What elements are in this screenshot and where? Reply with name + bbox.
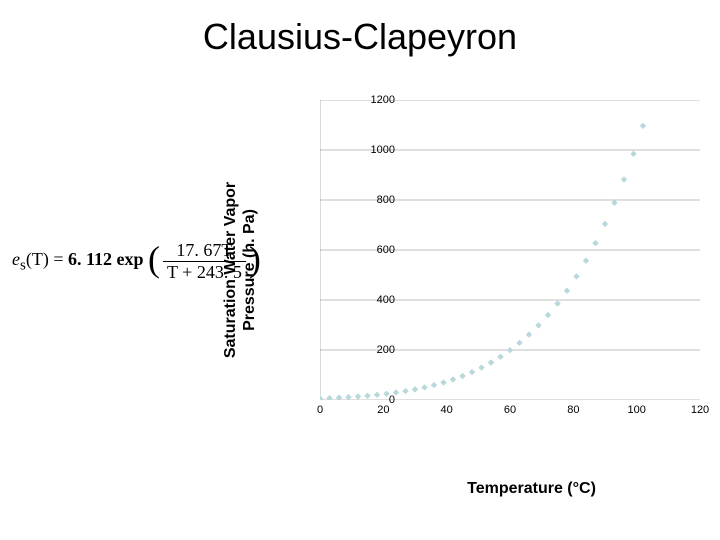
formula-lhs-arg: (T) [26,249,49,269]
ytick-label: 200 [377,344,395,356]
xtick-label: 100 [627,404,645,416]
xtick-label: 0 [317,404,323,416]
ytick-label: 1200 [371,94,395,106]
y-axis-label: Saturation Water Vapor Pressure (h. Pa) [221,160,259,380]
xtick-label: 60 [504,404,516,416]
x-axis-label: Temperature (°C) [467,480,596,498]
formula-lparen: ( [148,238,160,280]
xtick-label: 120 [691,404,709,416]
ytick-label: 400 [377,294,395,306]
content-area: es(T) = 6. 112 exp (17. 67TT + 243. 5) S… [0,90,720,470]
ytick-label: 1000 [371,144,395,156]
formula-lhs: e [12,249,20,269]
ytick-label: 600 [377,244,395,256]
ytick-label: 800 [377,194,395,206]
xtick-label: 80 [567,404,579,416]
page-title: Clausius-Clapeyron [0,0,720,58]
xtick-label: 40 [441,404,453,416]
chart: Saturation Water Vapor Pressure (h. Pa) … [250,90,710,450]
ylabel-line2: Pressure (h. Pa) [241,209,258,331]
ylabel-line1: Saturation Water Vapor [222,182,239,358]
ytick-label: 0 [389,394,395,406]
formula-coef: 6. 112 exp [68,249,144,269]
xtick-label: 20 [377,404,389,416]
formula-eq: = [49,249,68,269]
